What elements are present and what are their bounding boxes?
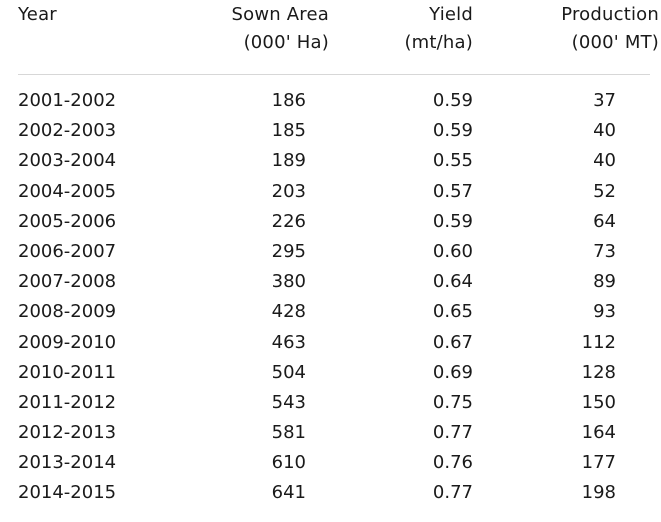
cell-sown-area: 543: [271, 391, 306, 413]
header-sown-area-label: Sown Area: [231, 4, 329, 25]
cell-sown-area: 641: [271, 482, 306, 504]
table-row: 2011-2012 543 0.75 150: [0, 388, 661, 418]
cell-production: 52: [593, 180, 616, 202]
cell-yield: 0.57: [432, 180, 473, 202]
cell-sown-area: 295: [271, 240, 306, 262]
cell-year: 2011-2012: [18, 391, 117, 413]
header-divider: [18, 74, 650, 75]
header-production-unit: (000' MT): [571, 32, 659, 53]
cell-sown-area: 380: [271, 271, 306, 293]
cell-year: 2010-2011: [18, 361, 117, 383]
cell-yield: 0.59: [432, 210, 473, 232]
cell-production: 128: [581, 361, 616, 383]
cell-yield: 0.65: [432, 301, 473, 323]
cell-yield: 0.77: [432, 422, 473, 444]
cell-yield: 0.55: [432, 150, 473, 172]
cell-production: 177: [581, 452, 616, 474]
cell-production: 89: [593, 271, 616, 293]
table-row: 2009-2010 463 0.67 112: [0, 328, 661, 358]
cell-year: 2003-2004: [18, 150, 117, 172]
table-row: 2012-2013 581 0.77 164: [0, 418, 661, 448]
cell-sown-area: 203: [271, 180, 306, 202]
header-production: Production (000' MT): [561, 1, 661, 57]
cell-production: 37: [593, 90, 616, 111]
cell-production: 198: [581, 482, 616, 504]
table-row: 2001-2002 186 0.59 37: [0, 86, 661, 116]
cell-year: 2008-2009: [18, 301, 117, 323]
cell-sown-area: 463: [271, 331, 306, 353]
cell-yield: 0.59: [432, 90, 473, 111]
header-sown-area-unit: (000' Ha): [243, 32, 329, 53]
cell-year: 2009-2010: [18, 331, 117, 353]
cell-sown-area: 189: [271, 150, 306, 172]
table-row: 2006-2007 295 0.60 73: [0, 237, 661, 267]
header-year-label: Year: [18, 4, 57, 25]
cell-year: 2005-2006: [18, 210, 117, 232]
cell-year: 2014-2015: [18, 482, 117, 504]
header-sown-area: Sown Area (000' Ha): [231, 1, 329, 57]
cell-year: 2013-2014: [18, 452, 117, 474]
cell-sown-area: 610: [271, 452, 306, 474]
table-body: 2001-2002 186 0.59 37 2002-2003 185 0.59 40 2003…: [0, 86, 661, 509]
cell-year: 2006-2007: [18, 240, 117, 262]
table-header: Year Sown Area (000' Ha) Yield (mt/ha) P…: [0, 0, 661, 72]
table-row: 2013-2014 610 0.76 177: [0, 448, 661, 478]
cell-production: 40: [593, 150, 616, 172]
cell-production: 93: [593, 301, 616, 323]
header-production-label: Production: [561, 4, 659, 25]
cell-production: 150: [581, 391, 616, 413]
cell-year: 2002-2003: [18, 120, 117, 142]
header-yield-label: Yield: [429, 4, 473, 25]
cell-production: 64: [593, 210, 616, 232]
table-row: 2002-2003 185 0.59 40: [0, 116, 661, 146]
cell-sown-area: 185: [271, 120, 306, 142]
cell-yield: 0.60: [432, 240, 473, 262]
cell-production: 40: [593, 120, 616, 142]
header-yield-unit: (mt/ha): [404, 32, 473, 53]
cell-yield: 0.64: [432, 271, 473, 293]
cell-sown-area: 226: [271, 210, 306, 232]
cell-yield: 0.67: [432, 331, 473, 353]
cell-yield: 0.76: [432, 452, 473, 474]
cell-yield: 0.75: [432, 391, 473, 413]
table-row: 2003-2004 189 0.55 40: [0, 146, 661, 176]
cell-production: 112: [581, 331, 616, 353]
table-row: 2014-2015 641 0.77 198: [0, 478, 661, 508]
table-row: 2008-2009 428 0.65 93: [0, 297, 661, 327]
table-row: 2005-2006 226 0.59 64: [0, 207, 661, 237]
header-yield: Yield (mt/ha): [404, 1, 473, 57]
cell-year: 2001-2002: [18, 90, 117, 111]
table-row: 2007-2008 380 0.64 89: [0, 267, 661, 297]
cell-year: 2004-2005: [18, 180, 117, 202]
cell-yield: 0.59: [432, 120, 473, 142]
cell-yield: 0.77: [432, 482, 473, 504]
table-row: 2010-2011 504 0.69 128: [0, 358, 661, 388]
table-row: 2004-2005 203 0.57 52: [0, 177, 661, 207]
cell-sown-area: 428: [271, 301, 306, 323]
cell-sown-area: 186: [271, 90, 306, 111]
cell-sown-area: 581: [271, 422, 306, 444]
cell-year: 2007-2008: [18, 271, 117, 293]
cell-yield: 0.69: [432, 361, 473, 383]
cell-year: 2012-2013: [18, 422, 117, 444]
header-year: Year: [18, 1, 57, 29]
cell-production: 73: [593, 240, 616, 262]
cell-production: 164: [581, 422, 616, 444]
cell-sown-area: 504: [271, 361, 306, 383]
